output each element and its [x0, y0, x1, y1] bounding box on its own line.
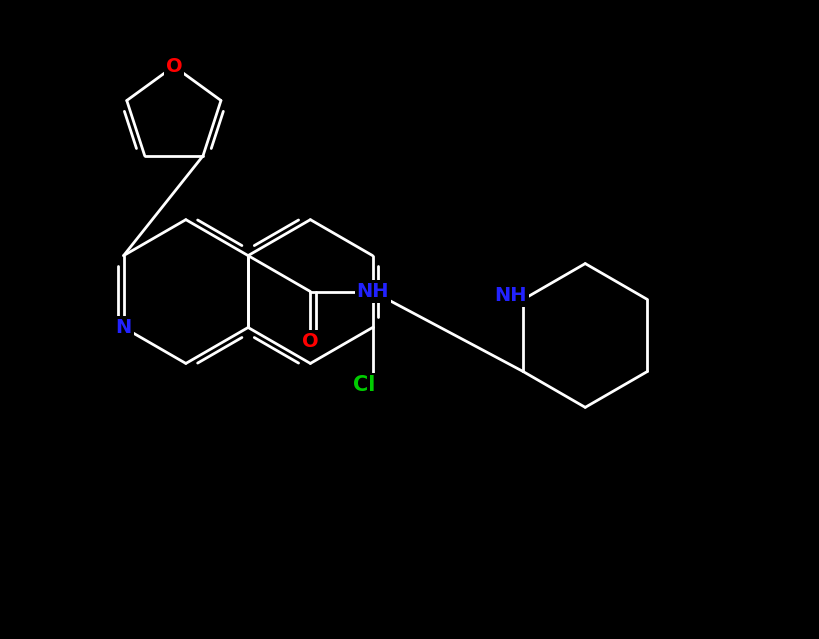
Text: O: O	[165, 57, 182, 76]
Text: NH: NH	[356, 282, 389, 301]
Text: Cl: Cl	[354, 375, 376, 395]
Text: N: N	[115, 318, 132, 337]
Text: O: O	[302, 332, 319, 351]
Text: NH: NH	[495, 286, 527, 305]
